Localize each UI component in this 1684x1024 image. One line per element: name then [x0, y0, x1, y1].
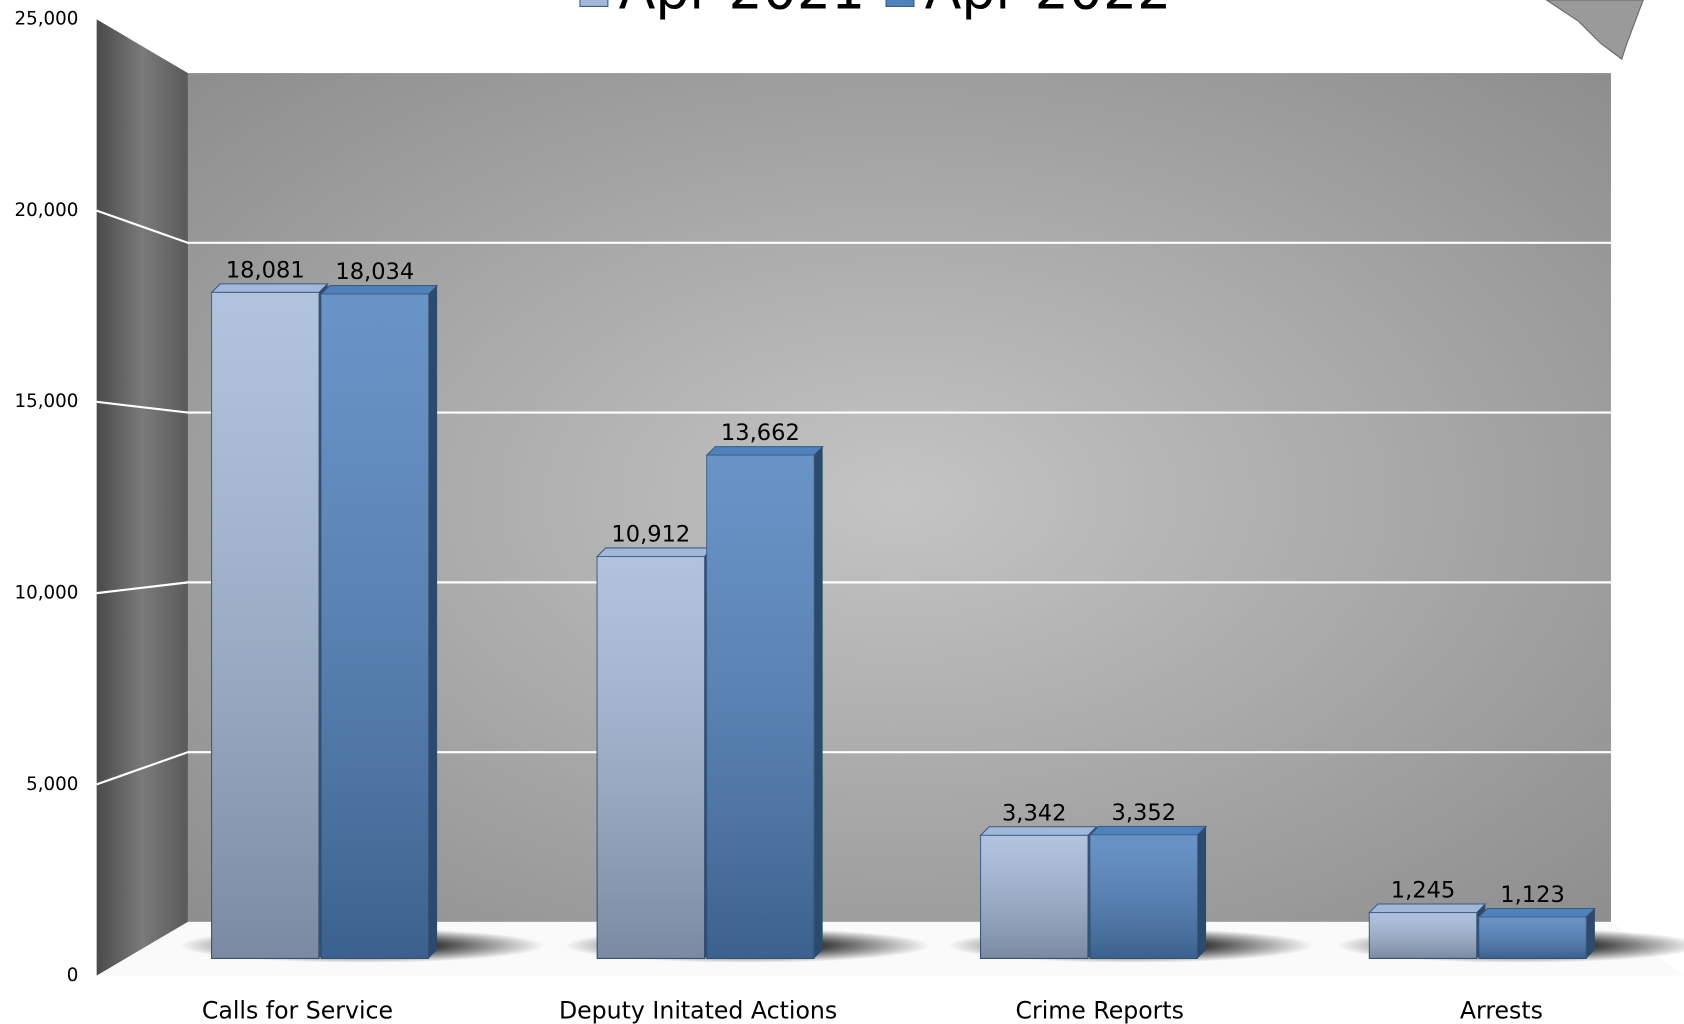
- bar-top: [1088, 825, 1208, 836]
- legend-label: Apr 2021: [619, 0, 866, 22]
- value-label: 18,034: [335, 259, 414, 285]
- y-tick-label: 5,000: [26, 774, 78, 795]
- bar-shade: [706, 455, 815, 959]
- badge-logo: [1545, 0, 1644, 60]
- y-tick-label: 0: [67, 965, 79, 986]
- bar-side: [428, 285, 438, 959]
- bar-shade: [1478, 917, 1587, 959]
- bar-shade: [321, 294, 429, 959]
- grid-line: [96, 209, 1611, 244]
- bar-top: [979, 826, 1098, 836]
- value-label: 10,912: [611, 521, 690, 547]
- bar-top: [705, 446, 824, 456]
- bar-side: [1197, 826, 1207, 959]
- bar-group: [595, 547, 715, 959]
- bar-group: [1368, 903, 1487, 959]
- bar-group: [705, 446, 824, 959]
- bar-group: [1088, 825, 1208, 959]
- y-tick-label: 20,000: [15, 200, 79, 221]
- bar-top: [319, 285, 439, 295]
- value-label: 3,352: [1112, 800, 1177, 826]
- bar-shade: [1090, 834, 1198, 959]
- legend-swatch: [885, 0, 915, 7]
- bar-group: [979, 826, 1098, 959]
- x-tick-label: Crime Reports: [1016, 997, 1184, 1024]
- x-tick-label: Deputy Initated Actions: [559, 997, 837, 1024]
- bar-top: [210, 283, 329, 293]
- y-tick-label: 10,000: [15, 582, 79, 603]
- bar-shade: [1369, 912, 1477, 959]
- side-wall: [96, 19, 188, 976]
- legend-label: Apr 2022: [925, 0, 1172, 22]
- value-label: 18,081: [226, 257, 305, 283]
- bar-shade: [211, 292, 319, 959]
- value-label: 1,245: [1391, 878, 1456, 904]
- legend-swatch: [579, 0, 609, 7]
- y-tick-label: 25,000: [15, 9, 79, 30]
- bar-group: [1477, 907, 1597, 959]
- bar-top: [595, 547, 715, 558]
- bar-shade: [980, 835, 1088, 959]
- bar-side: [814, 446, 823, 959]
- bar-group: [210, 283, 329, 959]
- bar-top: [1477, 907, 1597, 918]
- value-label: 3,342: [1002, 800, 1067, 826]
- bar-group: [319, 285, 439, 959]
- grid-line: [96, 581, 1611, 595]
- grid-line: [96, 400, 1611, 414]
- plot: 0 5,000 10,000 15,000 20,000 25,000 Calls for …: [15, 0, 1684, 1024]
- value-label: 1,123: [1500, 882, 1565, 908]
- y-tick-label: 15,000: [15, 391, 79, 412]
- grid-line: [96, 751, 1611, 786]
- bar-top: [1368, 903, 1487, 914]
- bar-side: [1586, 908, 1595, 959]
- value-label: 13,662: [721, 420, 800, 446]
- bar-shade: [597, 556, 705, 959]
- x-tick-label: Arrests: [1460, 997, 1543, 1024]
- x-tick-label: Calls for Service: [202, 997, 393, 1024]
